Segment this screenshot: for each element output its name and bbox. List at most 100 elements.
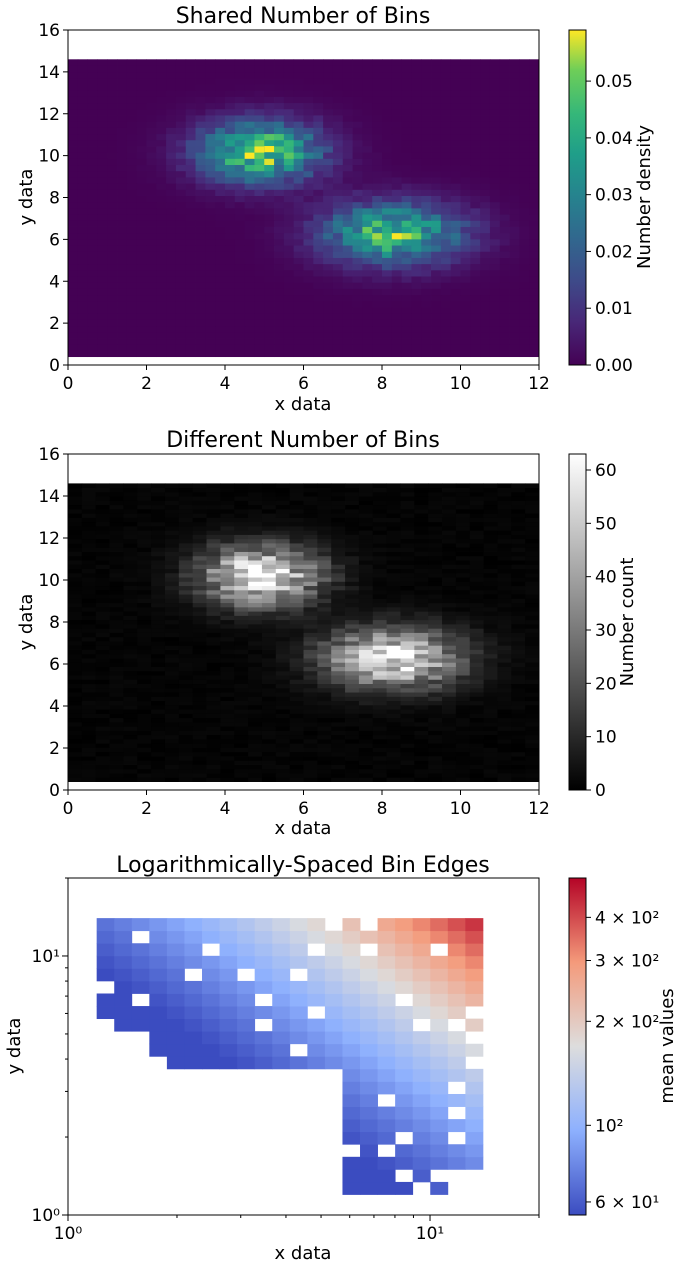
heatmap-cell — [386, 777, 401, 782]
heatmap-cell — [261, 764, 277, 770]
heatmap-cell — [81, 500, 97, 506]
heatmap-cell — [192, 594, 207, 599]
heatmap-cell — [234, 756, 249, 761]
heatmap-cell — [529, 245, 540, 252]
heatmap-cell — [175, 245, 187, 252]
heatmap-cell — [317, 700, 332, 706]
heatmap-cell — [414, 717, 429, 723]
heatmap-cell — [166, 319, 177, 327]
heatmap-cell — [164, 589, 180, 595]
heatmap-cell — [261, 555, 277, 561]
heatmap-cell — [431, 176, 442, 184]
heatmap-cell — [95, 530, 110, 535]
heatmap-cell — [178, 594, 194, 599]
heatmap-cell — [331, 696, 346, 702]
heatmap-cell — [342, 77, 353, 85]
heatmap-cell — [470, 115, 481, 122]
heatmap-cell — [164, 487, 180, 493]
heatmap-cell — [411, 238, 422, 246]
heatmap-cell — [362, 300, 373, 308]
heatmap-cell — [400, 496, 415, 501]
heatmap-cell — [428, 568, 443, 574]
heatmap-cell — [460, 201, 471, 209]
x-tick-label: 10 — [450, 374, 472, 394]
heatmap-cell — [178, 760, 194, 765]
heatmap-cell — [362, 158, 373, 166]
heatmap-cell — [151, 560, 166, 565]
heatmap-cell — [525, 628, 540, 633]
heatmap-cell — [264, 71, 275, 79]
heatmap-cell — [345, 645, 360, 650]
heatmap-cell — [497, 768, 512, 774]
heatmap-cell — [107, 77, 118, 85]
heatmap-cell — [137, 636, 152, 642]
heatmap-cell — [283, 102, 295, 110]
heatmap-cell — [386, 500, 401, 506]
heatmap-cell — [289, 500, 304, 506]
heatmap-cell — [146, 288, 157, 296]
heatmap-cell — [234, 121, 246, 128]
heatmap-cell — [146, 245, 157, 252]
heatmap-cell — [525, 598, 540, 604]
heatmap-cell — [261, 649, 277, 655]
heatmap-cell — [362, 170, 373, 178]
heatmap-cell — [215, 307, 226, 314]
heatmap-cell — [455, 739, 471, 744]
heatmap-cell — [324, 1056, 343, 1070]
heatmap-cell — [352, 288, 363, 296]
heatmap-cell — [95, 568, 110, 574]
heatmap-cell — [205, 65, 216, 73]
heatmap-cell — [342, 276, 353, 283]
heatmap-cell — [442, 572, 457, 578]
heatmap-cell — [136, 201, 147, 209]
heatmap-cell — [499, 350, 510, 358]
heatmap-cell — [225, 195, 236, 203]
heatmap-cell — [234, 589, 249, 595]
heatmap-cell — [68, 534, 83, 540]
heatmap-cell — [164, 521, 180, 527]
heatmap-cell — [192, 666, 207, 672]
heatmap-cell — [264, 257, 275, 265]
heatmap-cell — [274, 263, 285, 271]
heatmap-cell — [205, 146, 216, 153]
heatmap-cell — [303, 491, 318, 497]
heatmap-cell — [123, 777, 138, 782]
heatmap-cell — [166, 1043, 185, 1057]
heatmap-cell — [117, 133, 128, 141]
heatmap-cell — [149, 980, 168, 994]
heatmap-cell — [178, 615, 194, 621]
heatmap-cell — [303, 551, 318, 557]
heatmap-cell — [185, 96, 196, 104]
heatmap-cell — [331, 687, 346, 693]
heatmap-cell — [303, 606, 318, 612]
heatmap-cell — [331, 500, 346, 506]
heatmap-cell — [77, 276, 89, 283]
heatmap-cell — [345, 704, 360, 710]
heatmap-cell — [400, 696, 415, 702]
heatmap-cell — [411, 183, 422, 190]
heatmap-cell — [289, 632, 304, 638]
heatmap-cell — [358, 768, 374, 774]
heatmap-cell — [244, 108, 255, 116]
heatmap-cell — [175, 102, 187, 110]
heatmap-cell — [414, 534, 429, 540]
heatmap-cell — [261, 581, 277, 587]
heatmap-cell — [519, 59, 530, 66]
heatmap-cell — [372, 653, 388, 659]
heatmap-cell — [511, 696, 526, 702]
heatmap-cell — [382, 220, 393, 227]
heatmap-cell — [156, 344, 167, 351]
heatmap-cell — [77, 121, 89, 128]
heatmap-cell — [352, 115, 363, 122]
heatmap-cell — [146, 127, 157, 135]
heatmap-cell — [234, 251, 246, 258]
heatmap-cell — [511, 564, 526, 569]
heatmap-cell — [511, 555, 526, 561]
heatmap-cell — [332, 214, 344, 221]
heatmap-cell — [178, 704, 194, 710]
heatmap-cell — [109, 768, 124, 774]
heatmap-cell — [455, 721, 471, 727]
heatmap-cell — [386, 670, 401, 676]
heatmap-cell — [264, 319, 275, 327]
heatmap-cell — [274, 108, 285, 116]
